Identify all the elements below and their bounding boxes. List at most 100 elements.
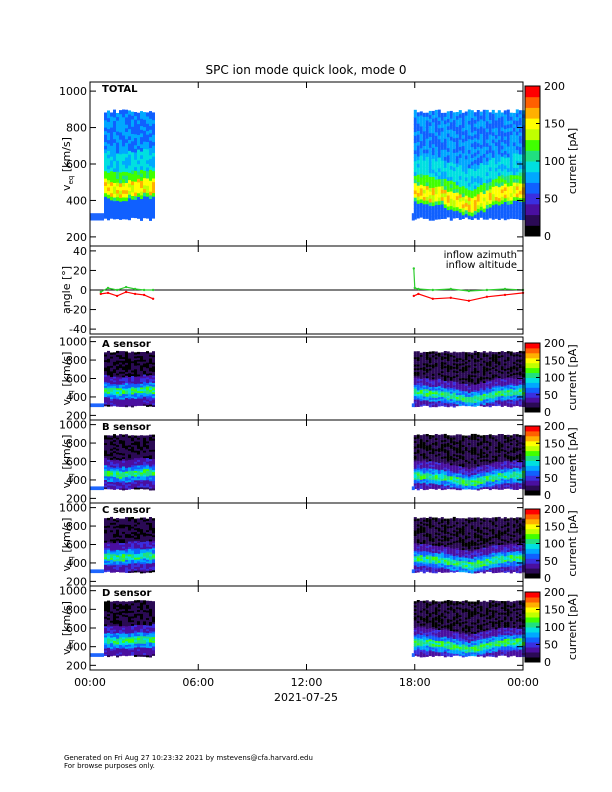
- colorbar-band: [525, 377, 540, 383]
- low-speed-fill: [411, 569, 415, 574]
- colorbar-band: [525, 203, 540, 216]
- y-tick-label: 800: [66, 520, 87, 533]
- colorbar-band: [525, 523, 540, 530]
- colorbar-band: [525, 513, 540, 520]
- colorbar-band: [525, 397, 540, 403]
- series-point: [99, 290, 103, 294]
- series-point: [412, 294, 415, 298]
- y-axis-units: [km/s]: [60, 601, 73, 640]
- y-tick-label: 200: [66, 409, 87, 422]
- panel-label: TOTAL: [102, 84, 138, 95]
- colorbar-band: [525, 150, 540, 162]
- x-tick-label: 18:00: [399, 676, 431, 689]
- colorbar-band: [525, 402, 540, 408]
- colorbar-band: [525, 637, 540, 643]
- series-point: [99, 292, 103, 296]
- series-point: [503, 293, 507, 297]
- x-tick-label: 12:00: [291, 676, 323, 689]
- low-speed-fill: [90, 569, 104, 574]
- colorbar-band: [525, 612, 540, 618]
- x-tick-label: 00:00: [74, 676, 106, 689]
- colorbar-band: [525, 362, 540, 369]
- colorbar-band: [525, 657, 540, 663]
- colorbar-band: [525, 652, 540, 658]
- y-axis-units: [km/s]: [60, 518, 73, 557]
- colorbar-tick-label: 200: [544, 420, 565, 433]
- colorbar-band: [525, 533, 540, 539]
- colorbar-tick-label: 150: [544, 437, 565, 450]
- y-tick-label: 1000: [59, 585, 87, 598]
- low-speed-fill: [411, 403, 415, 408]
- colorbar-tick-label: 100: [544, 538, 565, 551]
- colorbar-band: [525, 343, 540, 349]
- y-tick-label: 600: [66, 456, 87, 469]
- colorbar-band: [525, 193, 540, 205]
- y-tick-label: 400: [66, 474, 87, 487]
- colorbar-band: [525, 435, 540, 442]
- y-tick-label: 400: [66, 557, 87, 570]
- y-tick-label: 1000: [59, 85, 87, 98]
- colorbar-band: [525, 480, 540, 486]
- y-tick-label: 20: [73, 264, 87, 277]
- panel-label: A sensor: [102, 339, 151, 350]
- colorbar-tick-label: 0: [544, 230, 551, 243]
- y-tick-label: 1000: [59, 419, 87, 432]
- footer-browse: For browse purposes only.: [64, 762, 155, 770]
- colorbar-tick-label: 200: [544, 586, 565, 599]
- series-point: [467, 299, 471, 302]
- colorbar-band: [525, 225, 540, 237]
- colorbar-band: [525, 357, 540, 364]
- colorbar-band: [525, 558, 540, 564]
- colorbar-band: [525, 367, 540, 373]
- colorbar-tick-label: 0: [544, 406, 551, 419]
- colorbar-band: [525, 214, 540, 226]
- spectrogram-4: [90, 516, 525, 574]
- colorbar-tick-label: 200: [544, 503, 565, 516]
- colorbar-band: [525, 372, 540, 378]
- series-point: [106, 286, 110, 290]
- y-axis-symbol: v: [60, 481, 73, 488]
- colorbar-band: [525, 607, 540, 613]
- colorbar-band: [525, 538, 540, 544]
- y-tick-label: 600: [66, 622, 87, 635]
- colorbar-tick-label: 150: [544, 354, 565, 367]
- series-point: [417, 292, 420, 296]
- colorbar-tick-label: 50: [544, 193, 558, 206]
- y-tick-label: 200: [66, 659, 87, 672]
- colorbar-title: current [pA]: [566, 128, 579, 194]
- y-axis-subscript: eq: [67, 640, 75, 649]
- colorbar-band: [525, 470, 540, 476]
- y-tick-label: 600: [66, 539, 87, 552]
- spectrogram-2: [90, 350, 525, 408]
- axes-5: 200 400 600 800 1000 00:00 06:00 12:00 18:00 00:0…: [59, 585, 539, 689]
- colorbar-band: [525, 430, 540, 437]
- series-point: [142, 293, 146, 297]
- y-axis-units: [km/s]: [60, 352, 73, 391]
- low-speed-fill: [90, 213, 104, 221]
- y-tick-label: 600: [66, 158, 87, 171]
- series-point: [106, 291, 110, 295]
- colorbar-tick-label: 50: [544, 555, 558, 568]
- y-axis-symbol: v: [60, 564, 73, 571]
- y-axis-title: veq [km/s]: [60, 601, 75, 655]
- y-tick-label: 600: [66, 373, 87, 386]
- series-point: [133, 287, 137, 291]
- series-point: [485, 295, 489, 298]
- series-point: [412, 267, 415, 270]
- series-point: [449, 296, 452, 299]
- low-speed-fill: [411, 486, 415, 491]
- colorbar-tick-label: 150: [544, 118, 565, 131]
- series-point: [503, 287, 507, 291]
- series-point: [485, 288, 489, 292]
- colorbar-tick-label: 100: [544, 372, 565, 385]
- colorbar-band: [525, 352, 540, 359]
- colorbar-tick-label: 0: [544, 489, 551, 502]
- colorbar-band: [525, 440, 540, 447]
- series-line-1: [413, 268, 524, 292]
- series-point: [115, 288, 119, 292]
- colorbar-band: [525, 563, 540, 569]
